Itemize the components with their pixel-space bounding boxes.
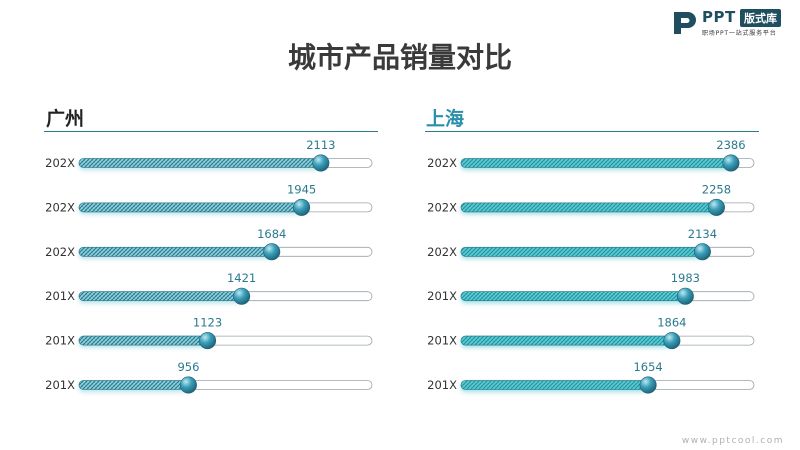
panel-divider-right	[425, 131, 759, 132]
logo-badge: 版式库	[740, 9, 781, 27]
left-bar-row: 202X 1684	[45, 227, 373, 261]
left-bar-knob	[199, 332, 217, 350]
panel-title-left: 广州	[46, 108, 85, 130]
left-bar-row: 201X 1421	[45, 271, 373, 305]
left-category-label: 201X	[45, 378, 75, 392]
left-bar-knob	[293, 198, 311, 216]
right-bar-row: 202X 2258	[427, 182, 755, 216]
watermark: www.pptcool.com	[681, 436, 784, 446]
right-bar-fill	[460, 158, 732, 168]
right-category-label: 202X	[427, 200, 457, 214]
right-category-label: 201X	[427, 289, 457, 303]
left-value-label: 2113	[306, 138, 335, 152]
left-bar-fill	[78, 380, 189, 390]
right-bar-fill	[460, 380, 649, 390]
right-bar-fill	[460, 247, 703, 257]
right-category-label: 202X	[427, 245, 457, 259]
left-value-label: 1945	[287, 182, 316, 196]
right-bar-knob	[676, 287, 694, 305]
right-category-label: 201X	[427, 378, 457, 392]
left-bar-knob	[312, 154, 330, 172]
left-bar-knob	[233, 287, 251, 305]
left-category-label: 202X	[45, 156, 75, 170]
right-bar-fill	[460, 335, 673, 346]
right-bar-row: 201X 1983	[427, 271, 755, 305]
left-category-label: 202X	[45, 200, 75, 214]
logo-mark-icon	[674, 12, 696, 34]
panel-title-right: 上海	[426, 108, 465, 130]
panel-divider-left	[44, 131, 378, 132]
left-value-label: 1684	[257, 227, 286, 241]
left-category-label: 202X	[45, 245, 75, 259]
logo-tagline: 职场PPT一站式服务平台	[702, 30, 777, 37]
right-value-label: 1654	[633, 360, 662, 374]
left-bar-knob	[263, 243, 281, 261]
right-bar-fill	[460, 202, 717, 213]
left-category-label: 201X	[45, 334, 75, 348]
right-value-label: 1983	[671, 271, 700, 285]
right-bar-knob	[693, 243, 711, 261]
left-category-label: 201X	[45, 289, 75, 303]
left-bar-fill	[78, 202, 302, 213]
right-value-label: 1864	[657, 316, 686, 330]
left-value-label: 1123	[193, 316, 222, 330]
right-category-label: 201X	[427, 334, 457, 348]
left-bar-row: 202X 2113	[45, 138, 373, 172]
right-bar-row: 202X 2134	[427, 227, 755, 261]
right-value-label: 2258	[702, 182, 731, 196]
right-bar-row: 201X 1864	[427, 316, 755, 350]
left-value-label: 956	[177, 360, 199, 374]
right-bar-knob	[639, 376, 657, 394]
left-bar-fill	[78, 291, 242, 302]
right-bar-knob	[663, 332, 681, 350]
right-bar-row: 202X 2386	[427, 138, 755, 172]
left-bar-row: 201X 956	[45, 360, 373, 394]
left-value-label: 1421	[227, 271, 256, 285]
page-title: 城市产品销量对比	[287, 41, 512, 74]
right-bar-knob	[707, 198, 725, 216]
left-bar-row: 202X 1945	[45, 182, 373, 216]
left-bar-row: 201X 1123	[45, 316, 373, 350]
logo-brand-text: PPT	[702, 8, 736, 26]
right-value-label: 2134	[688, 227, 717, 241]
right-value-label: 2386	[716, 138, 745, 152]
left-bar-fill	[78, 247, 273, 257]
left-bar-fill	[78, 335, 208, 346]
right-bar-knob	[722, 154, 740, 172]
brand-logo: PPT 版式库 职场PPT一站式服务平台	[672, 8, 790, 38]
left-bar-knob	[179, 376, 197, 394]
right-bar-row: 201X 1654	[427, 360, 755, 394]
right-category-label: 202X	[427, 156, 457, 170]
right-bar-fill	[460, 291, 686, 302]
left-bar-fill	[78, 158, 322, 168]
